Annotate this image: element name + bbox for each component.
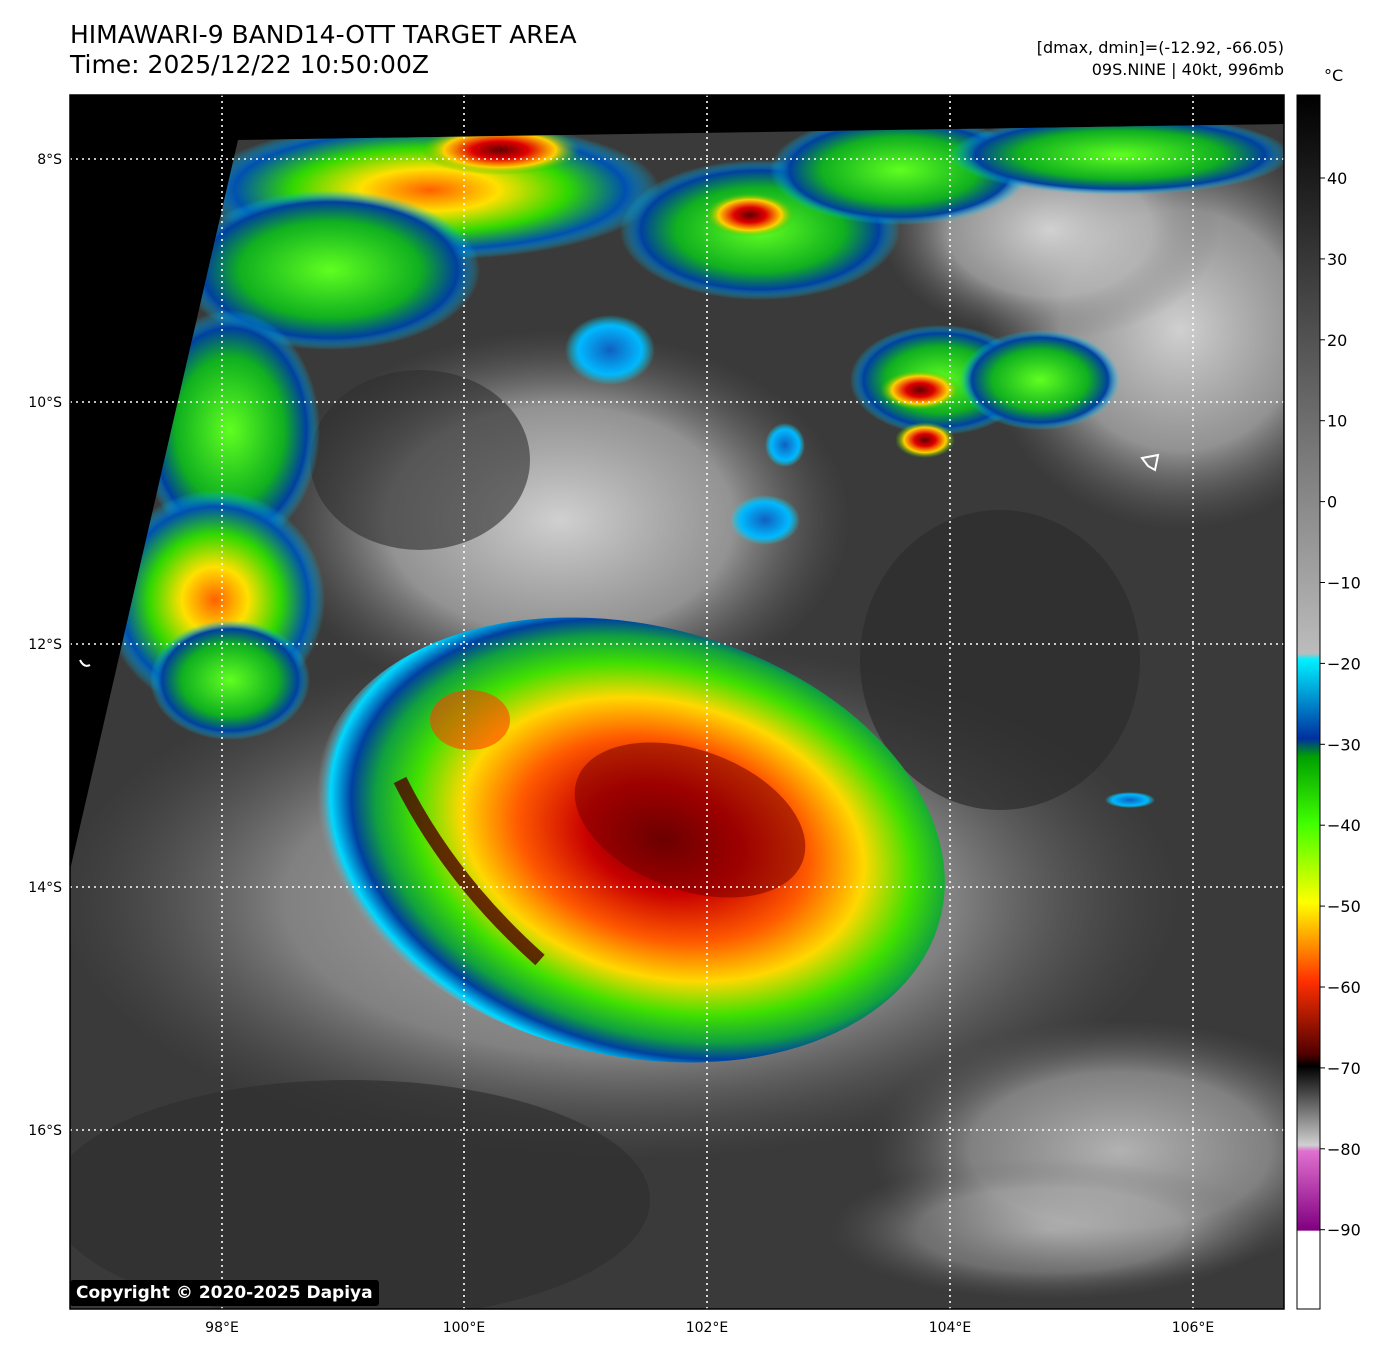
longitude-labels: 98°E 100°E 102°E 104°E 106°E	[205, 1320, 1214, 1336]
chart-title: HIMAWARI-9 BAND14-OTT TARGET AREA	[70, 20, 577, 49]
colorbar-tick-label: −20	[1327, 654, 1361, 673]
lon-label: 100°E	[443, 1320, 486, 1336]
colorbar-tick-label: 0	[1327, 493, 1337, 512]
colorbar-tick-label: −50	[1327, 897, 1361, 916]
colorbar-tick-label: −90	[1327, 1221, 1361, 1240]
lon-label: 98°E	[205, 1320, 239, 1336]
colorbar-tick-label: −30	[1327, 735, 1361, 754]
storm-info: 09S.NINE | 40kt, 996mb	[1091, 60, 1284, 79]
map-frame	[69, 94, 1285, 1310]
colorbar-tick-label: −10	[1327, 574, 1361, 593]
lat-label: 8°S	[37, 152, 62, 168]
colorbar-tick-label: −40	[1327, 816, 1361, 835]
colorbar-tick-label: 30	[1327, 250, 1347, 269]
colorbar-tick-label: −60	[1327, 978, 1361, 997]
island-outline	[1140, 453, 1160, 472]
colorbar-unit: °C	[1324, 66, 1344, 85]
copyright-label: Copyright © 2020-2025 Dapiya	[70, 1280, 379, 1306]
lon-label: 102°E	[686, 1320, 729, 1336]
lat-label: 16°S	[28, 1123, 62, 1139]
lon-label: 104°E	[929, 1320, 972, 1336]
colorbar-ticks: 40 30 20 10 0 −10 −20 −30 −40 −50 −60 −70 −80 −90	[1320, 169, 1361, 1240]
temperature-range: [dmax, dmin]=(-12.92, -66.05)	[1036, 38, 1284, 57]
colorbar-tick-label: −70	[1327, 1059, 1361, 1078]
gridlines	[70, 95, 1284, 1309]
chart-time: Time: 2025/12/22 10:50:00Z	[70, 50, 429, 79]
island-outline-west	[79, 659, 91, 667]
colorbar	[1296, 94, 1321, 1310]
latitude-labels: 8°S 10°S 12°S 14°S 16°S	[28, 152, 62, 1139]
colorbar-tick-label: 10	[1327, 412, 1347, 431]
lat-label: 12°S	[28, 637, 62, 653]
info-block: [dmax, dmin]=(-12.92, -66.05) 09S.NINE |…	[1037, 37, 1284, 81]
colorbar-tick-label: 40	[1327, 169, 1347, 188]
colorbar-tick-label: −80	[1327, 1140, 1361, 1159]
lon-label: 106°E	[1172, 1320, 1215, 1336]
lat-label: 10°S	[28, 395, 62, 411]
satellite-imagery	[70, 124, 1284, 1309]
lat-label: 14°S	[28, 880, 62, 896]
chart-title-block: HIMAWARI-9 BAND14-OTT TARGET AREA Time: …	[70, 20, 577, 80]
colorbar-tick-label: 20	[1327, 331, 1347, 350]
